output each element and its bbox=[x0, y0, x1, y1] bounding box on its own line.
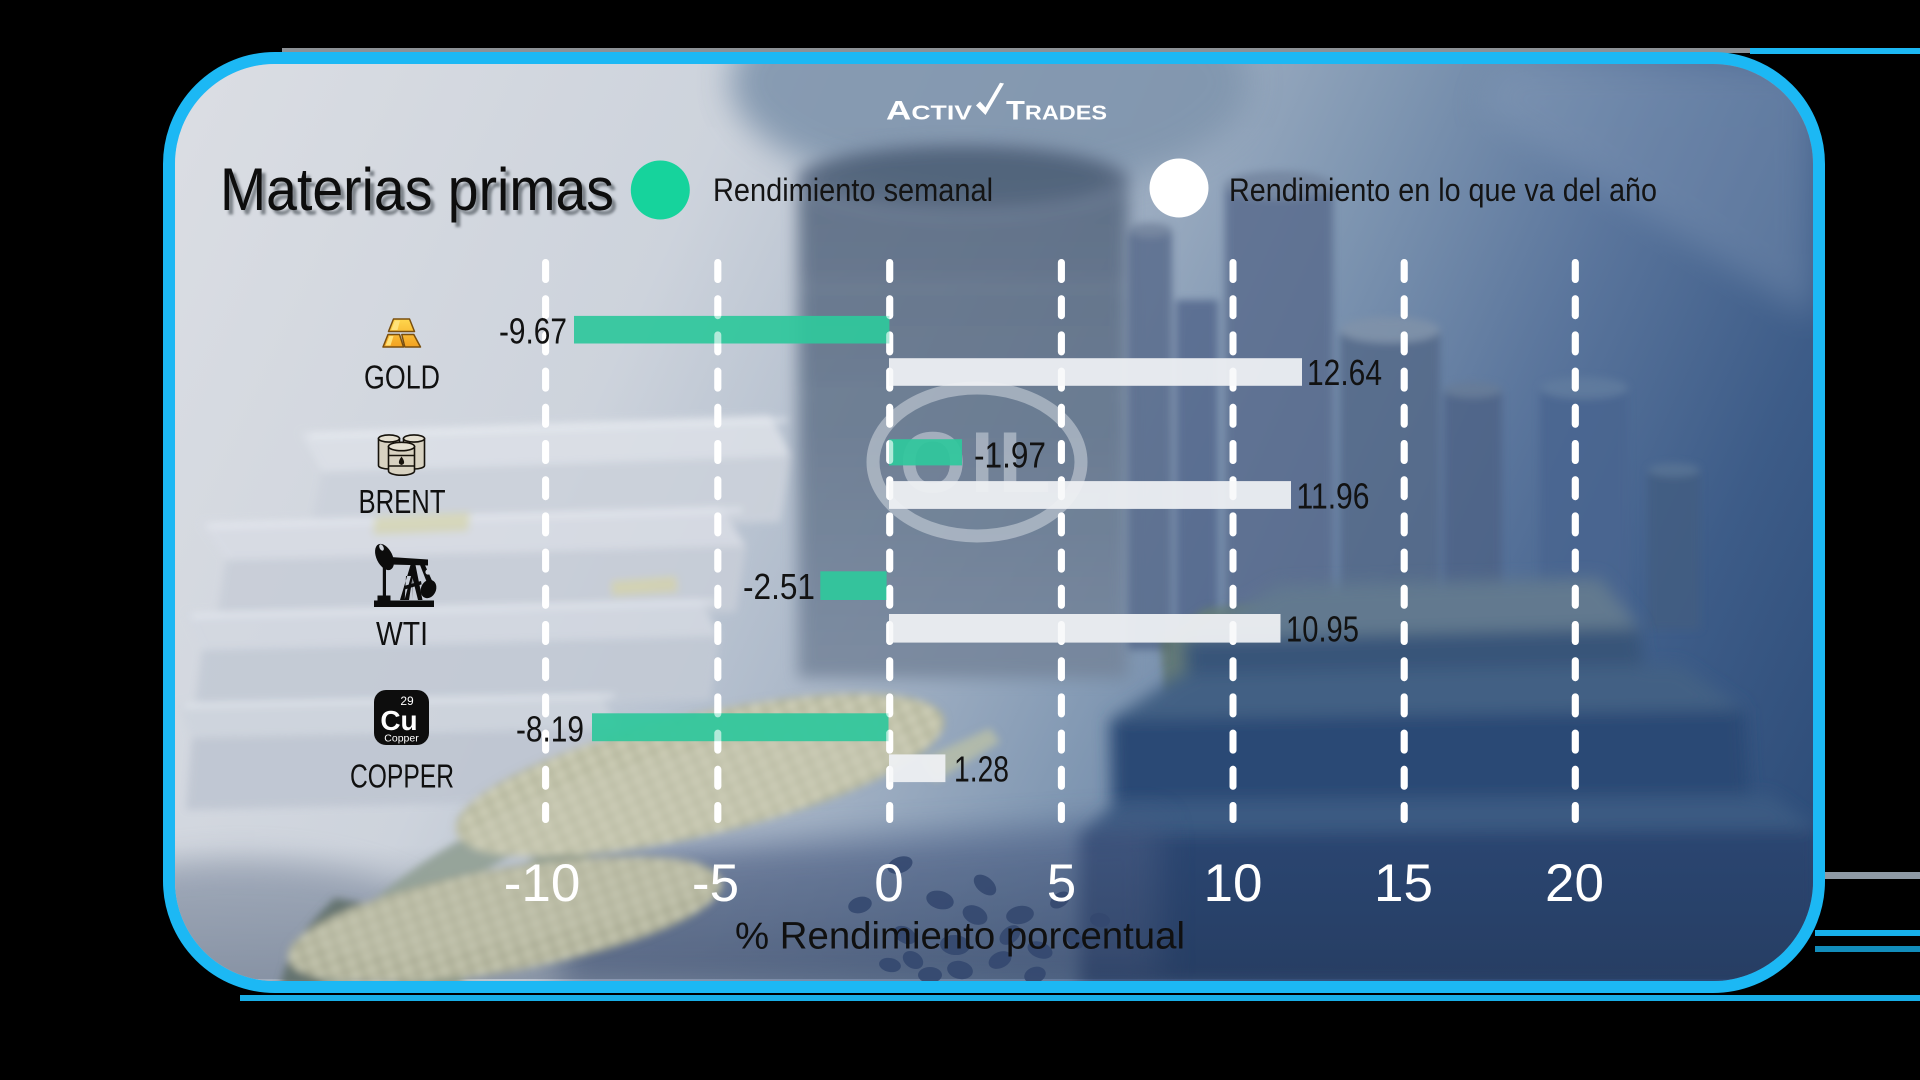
svg-text:-1.97: -1.97 bbox=[974, 435, 1046, 476]
svg-text:12.64: 12.64 bbox=[1307, 352, 1382, 393]
svg-text:5: 5 bbox=[1047, 854, 1076, 913]
svg-text:Rendimiento semanal: Rendimiento semanal bbox=[713, 172, 993, 208]
svg-text:% Rendimiento porcentual: % Rendimiento porcentual bbox=[735, 916, 1185, 958]
svg-text:1.28: 1.28 bbox=[954, 749, 1009, 790]
svg-text:10.95: 10.95 bbox=[1286, 608, 1359, 649]
svg-text:-8.19: -8.19 bbox=[516, 709, 584, 750]
svg-text:-9.67: -9.67 bbox=[499, 310, 567, 351]
svg-text:-10: -10 bbox=[504, 854, 581, 913]
svg-text:Rendimiento en lo que va del a: Rendimiento en lo que va del año bbox=[1229, 172, 1657, 208]
svg-text:20: 20 bbox=[1545, 854, 1604, 913]
svg-text:10: 10 bbox=[1204, 854, 1263, 913]
svg-text:Materias primas: Materias primas bbox=[220, 156, 614, 223]
svg-text:0: 0 bbox=[874, 854, 903, 913]
svg-text:GOLD: GOLD bbox=[364, 358, 440, 395]
svg-text:29: 29 bbox=[400, 694, 414, 708]
svg-text:BRENT: BRENT bbox=[359, 483, 446, 520]
svg-text:-2.51: -2.51 bbox=[743, 566, 815, 607]
svg-text:Cu: Cu bbox=[380, 705, 417, 736]
svg-text:COPPER: COPPER bbox=[350, 757, 454, 794]
svg-text:-5: -5 bbox=[692, 854, 739, 913]
svg-text:WTI: WTI bbox=[376, 615, 428, 652]
svg-text:15: 15 bbox=[1374, 854, 1433, 913]
svg-text:11.96: 11.96 bbox=[1297, 475, 1370, 516]
svg-text:Copper: Copper bbox=[384, 733, 419, 745]
